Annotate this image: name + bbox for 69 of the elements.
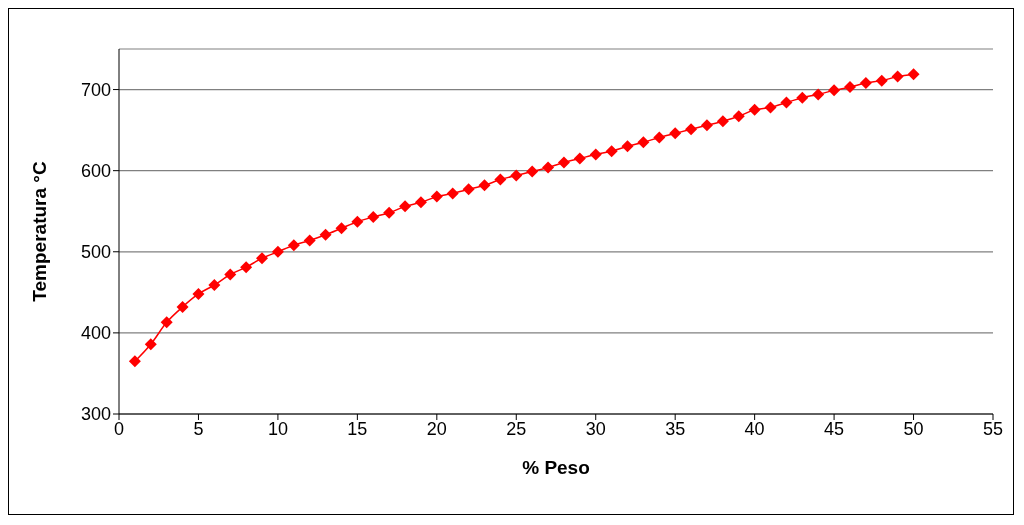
- point: [764, 101, 777, 114]
- point: [526, 165, 539, 178]
- point: [494, 173, 507, 186]
- point: [700, 119, 713, 132]
- point: [732, 110, 745, 123]
- point: [859, 77, 872, 90]
- point: [875, 74, 888, 87]
- point: [128, 355, 141, 368]
- point: [303, 234, 316, 247]
- point: [192, 287, 205, 300]
- point: [414, 196, 427, 209]
- y-tick-label: 400: [80, 323, 111, 344]
- x-axis-title: % Peso: [522, 457, 590, 478]
- x-tick-label: 0: [113, 418, 125, 439]
- x-tick-label: 55: [982, 418, 1004, 439]
- point: [271, 245, 284, 258]
- point: [430, 190, 443, 203]
- point: [256, 252, 269, 265]
- point: [462, 183, 475, 196]
- point: [208, 279, 221, 292]
- point: [240, 261, 253, 274]
- x-tick-label: 20: [426, 418, 447, 439]
- point: [685, 123, 698, 136]
- point: [637, 136, 650, 149]
- x-tick-label: 15: [347, 418, 368, 439]
- point: [796, 91, 809, 104]
- point: [653, 131, 666, 144]
- y-axis-title: Temperatura °C: [28, 161, 50, 302]
- y-tick-label: 300: [80, 404, 111, 425]
- x-tick-label: 25: [506, 418, 527, 439]
- y-tick-label: 600: [80, 161, 111, 182]
- x-tick-label: 35: [665, 418, 686, 439]
- point: [510, 169, 523, 182]
- x-tick-label: 40: [744, 418, 765, 439]
- point: [907, 68, 920, 81]
- point: [287, 239, 300, 252]
- point: [367, 210, 380, 223]
- point: [589, 148, 602, 161]
- point: [780, 96, 793, 109]
- point: [224, 268, 237, 281]
- x-tick-label: 50: [903, 418, 924, 439]
- x-tick-label: 5: [193, 418, 204, 439]
- point: [605, 145, 618, 158]
- point: [160, 316, 173, 329]
- point: [319, 228, 332, 241]
- point: [542, 161, 555, 174]
- point: [573, 152, 586, 165]
- point: [399, 200, 412, 213]
- point: [716, 115, 729, 128]
- point: [176, 300, 189, 313]
- point: [621, 140, 634, 153]
- point: [383, 206, 396, 219]
- point: [351, 215, 364, 228]
- point: [335, 222, 348, 235]
- point: [828, 84, 841, 97]
- point: [478, 179, 491, 192]
- y-tick-label: 500: [80, 242, 111, 263]
- point: [557, 156, 570, 169]
- point: [812, 88, 825, 101]
- x-tick-label: 10: [267, 418, 288, 439]
- x-tick-label: 30: [585, 418, 606, 439]
- y-tick-label: 700: [80, 79, 111, 100]
- point: [843, 81, 856, 94]
- x-tick-label: 45: [824, 418, 845, 439]
- point: [891, 70, 904, 83]
- point: [446, 187, 459, 200]
- point: [748, 103, 761, 116]
- point: [669, 127, 682, 140]
- point: [144, 338, 157, 351]
